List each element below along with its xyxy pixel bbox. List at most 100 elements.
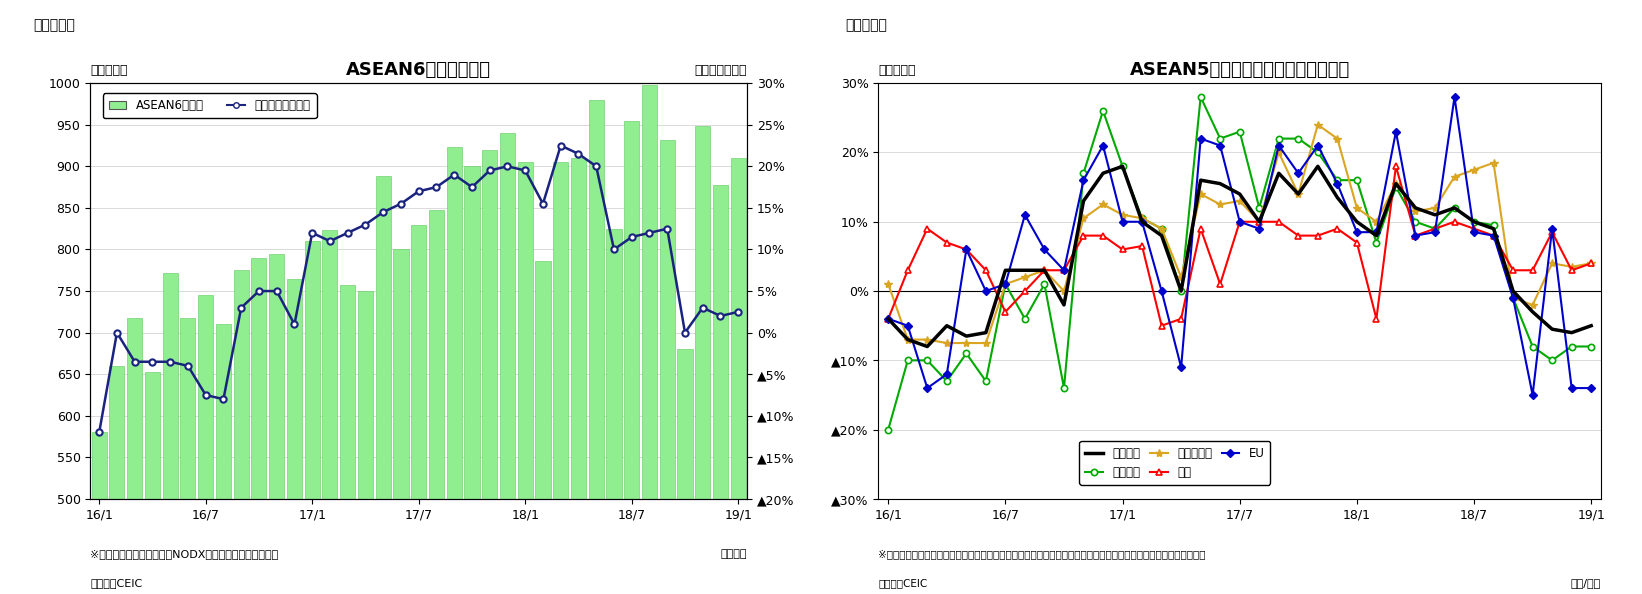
Bar [376,176,391,594]
東南アジア [1465,166,1484,173]
東アジア [1327,176,1346,184]
東アジア [1015,315,1034,323]
輸出全体 [1562,329,1581,336]
輸出全体 [975,329,995,336]
Text: （年/月）: （年/月） [1571,578,1601,588]
EU [1230,218,1250,225]
Bar [535,261,550,594]
EU [1406,232,1425,239]
EU [1309,142,1328,149]
輸出全体 [1386,180,1406,187]
EU [1054,267,1074,274]
Bar [92,432,107,594]
輸出全体 [1346,218,1366,225]
北米 [1034,267,1054,274]
EU [938,371,957,378]
東アジア [1406,218,1425,225]
東アジア [957,350,977,357]
Text: （前年比）: （前年比） [878,64,916,77]
Line: 東南アジア: 東南アジア [883,121,1596,347]
北米 [1133,242,1153,249]
東アジア [1190,93,1210,100]
東南アジア [957,340,977,347]
北米 [1151,322,1171,329]
Bar [465,166,479,594]
Bar [163,273,177,594]
Bar [678,349,693,594]
東アジア [1425,225,1445,232]
Bar [233,270,248,594]
輸出全体 [1133,218,1153,225]
Bar [624,121,639,594]
東アジア [1210,135,1230,142]
Bar [287,279,302,594]
北米 [1346,239,1366,246]
EU [1269,142,1289,149]
東アジア [1034,280,1054,287]
Bar [589,100,604,594]
輸出全体 [1289,191,1309,198]
Legend: ASEAN6カ国計, 増加率（右目盛）: ASEAN6カ国計, 増加率（右目盛） [103,93,317,118]
輸出全体 [957,333,977,340]
Text: （資料）CEIC: （資料）CEIC [878,578,928,588]
北米 [898,267,918,274]
EU [1445,93,1465,100]
Bar [340,285,355,594]
北米 [1425,225,1445,232]
Bar [517,162,532,594]
EU [1502,295,1522,302]
東南アジア [1406,208,1425,215]
輸出全体 [1465,218,1484,225]
EU [1425,229,1445,236]
Bar [447,147,461,594]
北米 [1366,315,1386,323]
Text: （前年同月比）: （前年同月比） [695,64,747,77]
東南アジア [1171,274,1190,281]
EU [1562,384,1581,391]
北米 [1190,225,1210,232]
東南アジア [1502,295,1522,302]
EU [1074,176,1094,184]
東南アジア [975,340,995,347]
輸出全体 [1230,191,1250,198]
輸出全体 [1542,326,1562,333]
東アジア [938,378,957,385]
東南アジア [1581,260,1601,267]
東アジア [898,357,918,364]
Text: （億ドル）: （億ドル） [90,64,128,77]
Bar [305,241,320,594]
Bar [269,254,284,594]
東アジア [1581,343,1601,350]
EU [1015,211,1034,219]
東アジア [1562,343,1581,350]
北米 [975,267,995,274]
輸出全体 [1522,308,1542,315]
EU [898,322,918,329]
EU [1113,218,1133,225]
東南アジア [1269,149,1289,156]
EU [1034,246,1054,253]
東アジア [1269,135,1289,142]
輸出全体 [1074,197,1094,204]
Bar [110,366,125,594]
Bar [126,318,143,594]
Bar [322,230,338,594]
東アジア [1250,204,1269,211]
北米 [1074,232,1094,239]
EU [995,280,1015,287]
輸出全体 [1250,218,1269,225]
Bar [642,85,657,594]
北米 [1094,232,1113,239]
輸出全体 [1445,204,1465,211]
EU [1484,232,1504,239]
EU [1346,229,1366,236]
輸出全体 [1425,211,1445,219]
北米 [1210,280,1230,287]
EU [1465,229,1484,236]
東南アジア [1542,260,1562,267]
Bar [713,185,727,594]
Line: EU: EU [885,94,1594,398]
東アジア [1346,176,1366,184]
北米 [918,225,938,232]
東南アジア [1346,204,1366,211]
